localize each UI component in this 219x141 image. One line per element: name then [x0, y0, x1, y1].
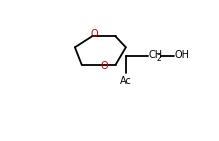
Text: CH: CH: [148, 50, 162, 60]
Text: 2: 2: [156, 54, 161, 63]
Text: O: O: [101, 61, 108, 71]
Text: Ac: Ac: [120, 76, 132, 86]
Text: OH: OH: [175, 50, 190, 60]
Text: O: O: [91, 29, 98, 39]
